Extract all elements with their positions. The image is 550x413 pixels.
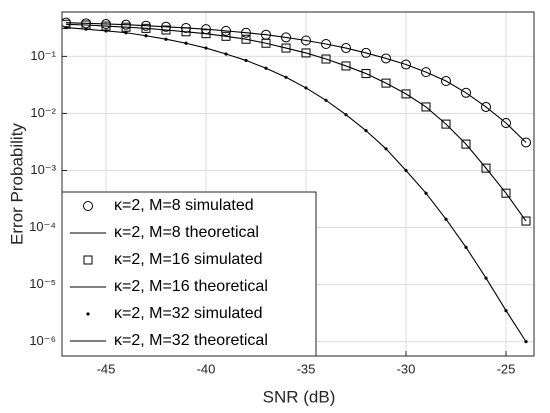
marker	[381, 53, 391, 64]
marker	[501, 188, 511, 198]
legend-label: κ=2, M=16 theoretical	[114, 278, 268, 295]
marker	[341, 43, 351, 54]
marker	[441, 119, 451, 129]
legend-marker	[83, 201, 93, 211]
y-tick-label: 10⁻²	[30, 105, 56, 120]
marker	[321, 54, 331, 64]
series-line	[65, 22, 527, 143]
legend-marker	[86, 312, 90, 316]
y-axis-label: Error Probability	[7, 123, 26, 245]
marker	[421, 102, 431, 112]
marker	[361, 47, 371, 58]
x-axis-label: SNR (dB)	[263, 387, 336, 406]
plot-content	[62, 17, 531, 344]
legend-box	[61, 191, 317, 357]
series-line	[65, 27, 527, 342]
marker	[521, 137, 531, 148]
marker	[241, 34, 251, 44]
marker	[281, 32, 291, 43]
x-tick-label: -45	[97, 361, 116, 376]
y-tick-label: 10⁻⁵	[29, 276, 56, 291]
marker	[521, 216, 531, 226]
series-line	[65, 23, 527, 222]
y-tick-label: 10⁻⁴	[29, 219, 56, 234]
marker	[481, 101, 491, 112]
marker	[381, 78, 391, 88]
x-tick-label: -40	[197, 361, 216, 376]
marker	[301, 48, 311, 58]
marker	[301, 35, 311, 46]
marker	[401, 89, 411, 99]
legend-label: κ=2, M=8 theoretical	[114, 224, 259, 241]
x-tick-label: -35	[297, 361, 316, 376]
legend-label: κ=2, M=32 simulated	[114, 305, 263, 322]
marker	[341, 61, 351, 71]
legend-label: κ=2, M=32 theoretical	[114, 332, 268, 349]
marker	[481, 163, 491, 173]
x-tick-label: -25	[497, 361, 516, 376]
marker	[401, 59, 411, 70]
y-tick-label: 10⁻³	[30, 162, 56, 177]
marker	[281, 43, 291, 53]
legend-label: κ=2, M=8 simulated	[114, 197, 254, 214]
legend-label: κ=2, M=16 simulated	[114, 251, 263, 268]
marker	[261, 38, 271, 48]
marker	[501, 117, 511, 128]
x-tick-label: -30	[397, 361, 416, 376]
legend-marker	[83, 255, 93, 265]
marker	[321, 38, 331, 49]
marker	[361, 69, 371, 79]
marker	[421, 67, 431, 78]
y-tick-label: 10⁻⁶	[29, 333, 56, 348]
marker	[461, 139, 471, 149]
marker	[441, 76, 451, 87]
marker	[461, 87, 471, 98]
y-tick-label: 10⁻¹	[30, 48, 56, 63]
